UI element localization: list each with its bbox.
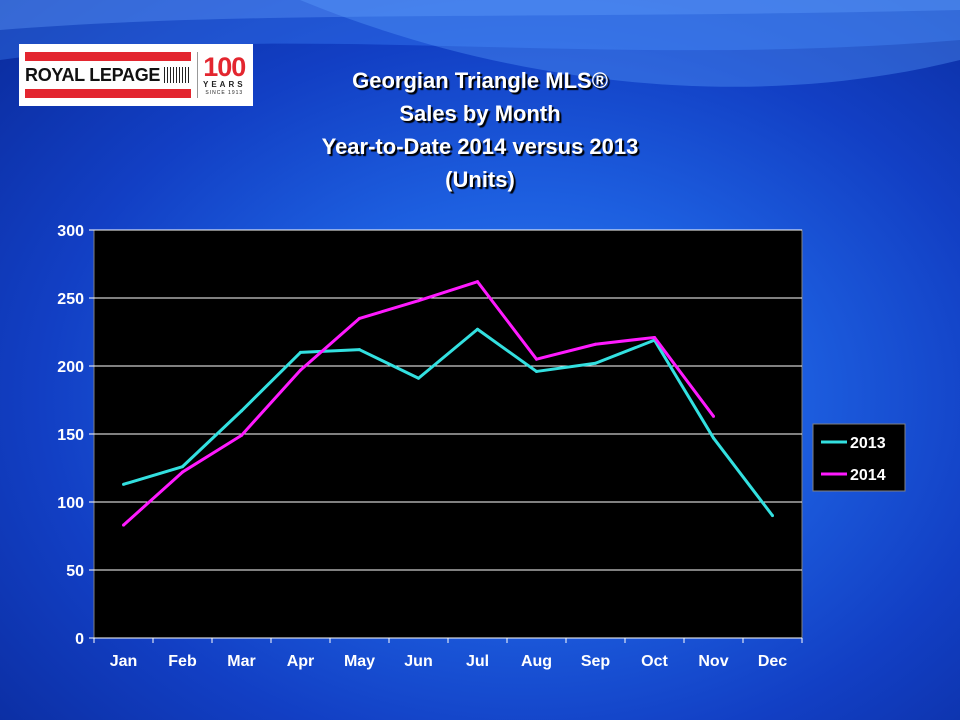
point-2014-mar bbox=[240, 433, 243, 437]
point-2014-oct bbox=[653, 335, 656, 339]
point-2013-apr bbox=[299, 350, 302, 354]
point-2013-jun bbox=[417, 376, 420, 380]
point-2014-jul bbox=[476, 280, 479, 284]
logo-brand: ROYAL LEPAGE bbox=[25, 65, 161, 85]
point-2013-feb bbox=[181, 465, 184, 469]
point-2014-jun bbox=[417, 299, 420, 303]
point-2013-mar bbox=[240, 409, 243, 413]
chart-title: Georgian Triangle MLS® Sales by Month Ye… bbox=[240, 64, 720, 196]
point-2014-nov bbox=[712, 414, 715, 418]
x-tick-label-feb: Feb bbox=[168, 653, 197, 670]
chart-title-line-2: Sales by Month bbox=[399, 101, 561, 126]
y-tick-label-300: 300 bbox=[57, 223, 84, 240]
legend-label-2013: 2013 bbox=[850, 435, 886, 452]
x-tick-label-jan: Jan bbox=[110, 653, 138, 670]
point-2013-dec bbox=[771, 514, 774, 518]
x-tick-label-nov: Nov bbox=[698, 653, 728, 670]
royal-lepage-logo: ROYAL LEPAGE 100 YEARS SINCE 1913 bbox=[19, 44, 253, 106]
point-2014-apr bbox=[299, 368, 302, 372]
y-tick-label-250: 250 bbox=[57, 291, 84, 308]
y-tick-label-200: 200 bbox=[57, 359, 84, 376]
y-tick-label-150: 150 bbox=[57, 427, 84, 444]
point-2014-feb bbox=[181, 470, 184, 474]
point-2014-jan bbox=[122, 523, 125, 527]
x-tick-label-mar: Mar bbox=[227, 653, 255, 670]
chart-title-line-4: (Units) bbox=[445, 167, 515, 192]
x-tick-label-sep: Sep bbox=[581, 653, 611, 670]
point-2013-sep bbox=[594, 361, 597, 365]
point-2014-sep bbox=[594, 342, 597, 346]
x-tick-label-jun: Jun bbox=[404, 653, 432, 670]
chart-title-line-3: Year-to-Date 2014 versus 2013 bbox=[321, 134, 639, 159]
legend-box bbox=[812, 423, 906, 492]
x-tick-label-may: May bbox=[344, 653, 375, 670]
y-tick-label-50: 50 bbox=[66, 563, 84, 580]
point-2014-may bbox=[358, 316, 361, 320]
x-tick-label-oct: Oct bbox=[641, 653, 668, 670]
logo-since: SINCE 1913 bbox=[205, 90, 244, 96]
logo-anniversary: 100 YEARS SINCE 1913 bbox=[203, 52, 246, 97]
x-tick-label-apr: Apr bbox=[287, 653, 315, 670]
y-tick-label-0: 0 bbox=[75, 631, 84, 648]
logo-wordmark: ROYAL LEPAGE bbox=[25, 52, 191, 98]
point-2013-nov bbox=[712, 436, 715, 440]
series-line-2013 bbox=[123, 327, 774, 517]
point-2013-jul bbox=[476, 327, 479, 331]
x-tick-label-jul: Jul bbox=[466, 653, 489, 670]
chart-title-line-1: Georgian Triangle MLS® bbox=[352, 68, 608, 93]
point-2013-may bbox=[358, 348, 361, 352]
x-tick-label-dec: Dec bbox=[758, 653, 787, 670]
y-tick-label-100: 100 bbox=[57, 495, 84, 512]
point-2013-jan bbox=[122, 482, 125, 486]
legend-label-2014: 2014 bbox=[850, 467, 886, 484]
point-2014-aug bbox=[535, 357, 538, 361]
point-2013-aug bbox=[535, 369, 538, 373]
x-tick-label-aug: Aug bbox=[521, 653, 552, 670]
logo-number: 100 bbox=[203, 52, 246, 82]
logo-years: YEARS bbox=[203, 80, 246, 89]
